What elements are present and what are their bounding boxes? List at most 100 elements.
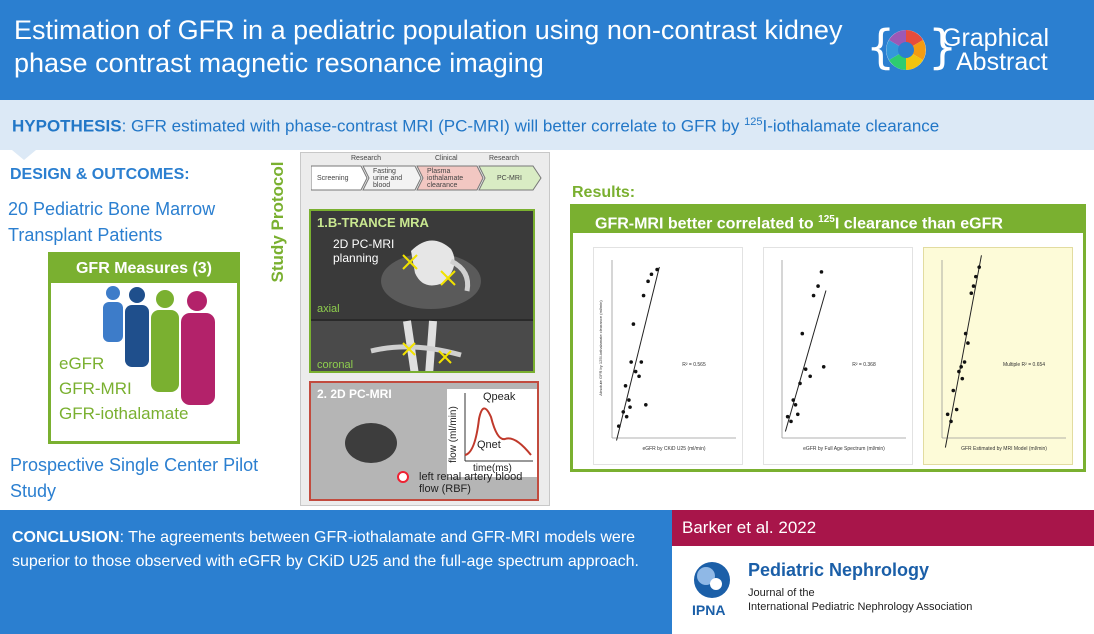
study-protocol-text: Study Protocol: [268, 161, 287, 283]
journal-subtitle: Journal of the International Pediatric N…: [748, 586, 972, 614]
design-heading-text: DESIGN & OUTCOMES: [10, 166, 185, 183]
data-point: [627, 398, 631, 402]
graph-qnet: Qnet: [477, 439, 501, 451]
people-icon: [103, 286, 215, 405]
data-point: [629, 360, 633, 364]
data-point: [789, 419, 793, 424]
data-point: [966, 341, 970, 345]
results-box: GFR-MRI better correlated to 125I cleara…: [570, 204, 1086, 472]
hypothesis-body: : GFR estimated with phase-contrast MRI …: [121, 116, 745, 136]
results-bar-text: GFR-MRI better correlated to: [595, 215, 819, 233]
data-point: [785, 414, 790, 419]
x-axis-label: eGFR by CKiD U25 (ml/min): [642, 446, 705, 452]
r-squared-label: Multiple R² = 0.654: [1003, 362, 1045, 368]
results-bar-tail: I clearance than eGFR: [834, 215, 1003, 233]
logo-line-2: Abstract: [956, 48, 1048, 76]
pcmri-title: 2. 2D PC-MRI: [317, 387, 392, 401]
hypothesis-label: HYPOTHESIS: [12, 116, 122, 136]
results-heading: Results:: [572, 184, 636, 201]
data-point: [974, 274, 978, 279]
data-point: [624, 414, 629, 419]
data-point: [633, 369, 638, 374]
gfr-measures-title: GFR Measures (3): [51, 255, 237, 283]
journal-block: IPNA Pediatric Nephrology Journal of the…: [672, 546, 1094, 634]
phase-research-1: Research: [351, 155, 381, 162]
gfr-measures-list: eGFR GFR-MRI GFR-iothalamate: [59, 351, 188, 426]
results-bar-sup: 125: [818, 214, 835, 225]
citation-band: Barker et al. 2022: [672, 510, 1094, 546]
graphical-abstract-text: Graphical Abstract: [942, 26, 1049, 76]
conclusion-text: CONCLUSION: The agreements between GFR-i…: [12, 526, 662, 574]
data-point: [977, 265, 981, 269]
measure-egfr: eGFR: [59, 354, 105, 373]
data-point: [795, 412, 800, 417]
mra-coronal: coronal: [317, 359, 354, 371]
graph-qpeak: Qpeak: [483, 391, 516, 403]
data-point: [800, 331, 805, 336]
data-point: [971, 284, 976, 288]
data-point: [621, 410, 626, 414]
scatter-mri: Multiple R² = 0.654 GFR Estimated by MRI …: [923, 247, 1073, 465]
hypothesis-band: HYPOTHESIS: GFR estimated with phase-con…: [0, 100, 1094, 150]
x-axis-label: eGFR by Full Age Spectrum (ml/min): [803, 446, 885, 452]
data-point: [798, 381, 802, 386]
data-point: [655, 267, 659, 272]
data-point: [816, 284, 820, 288]
mra-planning: 2D PC-MRI planning: [333, 237, 395, 265]
data-point: [791, 398, 796, 402]
data-point: [959, 365, 963, 369]
hypothesis-tail: I-iothalamate clearance: [762, 116, 940, 136]
data-point: [949, 419, 953, 424]
data-point: [637, 374, 641, 379]
rbf-label: left renal artery blood flow (RBF): [419, 471, 523, 495]
ipna-logo-icon: [694, 562, 730, 598]
mra-axial: axial: [317, 303, 340, 315]
regression-line: [784, 290, 827, 432]
data-point: [639, 360, 644, 364]
data-point: [969, 291, 974, 296]
flow-curve: [464, 393, 533, 462]
graphical-abstract-logo: { } Graphical Abstract: [866, 20, 1076, 80]
study-protocol-panel: Research Clinical Research Screening Fas…: [300, 152, 550, 506]
data-point: [649, 272, 654, 277]
phase-clinical: Clinical: [435, 155, 458, 162]
study-type: Prospective Single Center Pilot Study: [10, 455, 259, 501]
design-heading-colon: :: [184, 166, 190, 183]
flow-graph: Qpeak Qnet flow (ml/min) time(ms): [447, 389, 537, 477]
data-point: [821, 365, 826, 369]
data-point: [963, 331, 968, 336]
results-bar: GFR-MRI better correlated to 125I cleara…: [573, 207, 1083, 233]
y-axis-label: Absolute GFR by 125I-iothalamate clearan…: [598, 300, 603, 396]
page-title: Estimation of GFR in a pediatric populat…: [14, 15, 843, 78]
data-point: [962, 360, 967, 364]
gfr-measures-box: GFR Measures (3) eGFR GFR-MRI GFR-iothal…: [48, 252, 240, 444]
data-point: [641, 293, 646, 298]
measure-gfr-mri: GFR-MRI: [59, 379, 132, 398]
mra-image-panel: 1.B-TRANCE MRA 2D PC-MRI planning axial …: [309, 209, 535, 373]
journal-abbr: IPNA: [692, 602, 726, 618]
protocol-step-arrows: [311, 165, 542, 191]
journal-name: Pediatric Nephrology: [748, 560, 930, 580]
design-patients: 20 Pediatric Bone Marrow Transplant Pati…: [8, 199, 216, 245]
data-point: [819, 270, 824, 274]
data-point: [957, 369, 961, 374]
scatter-fas: R² = 0.368 eGFR by Full Age Spectrum (ml/…: [763, 247, 913, 465]
data-point: [644, 402, 648, 407]
header-banner: Estimation of GFR in a pediatric populat…: [0, 0, 1094, 100]
data-point: [646, 279, 650, 284]
regression-line: [616, 266, 660, 441]
hypothesis-text: HYPOTHESIS: GFR estimated with phase-con…: [12, 116, 939, 137]
hypothesis-sup: 125: [744, 116, 763, 128]
data-point: [623, 383, 628, 388]
regression-line: [944, 255, 982, 448]
data-point: [951, 388, 956, 393]
x-axis-label: GFR Estimated by MRI Model (ml/min): [961, 446, 1047, 452]
graph-x-label: time(ms): [473, 463, 512, 474]
design-heading: DESIGN & OUTCOMES:: [10, 166, 190, 184]
mra-title: 1.B-TRANCE MRA: [317, 215, 429, 230]
step-plasma: Plasma iothalamate clearance: [427, 168, 464, 189]
right-brace-icon: }: [928, 20, 958, 74]
data-point: [954, 407, 959, 412]
scatter-ckid: R² = 0.565 eGFR by CKiD U25 (ml/min) Absol…: [593, 247, 743, 465]
protocol-flow: Research Clinical Research Screening Fas…: [311, 155, 542, 195]
